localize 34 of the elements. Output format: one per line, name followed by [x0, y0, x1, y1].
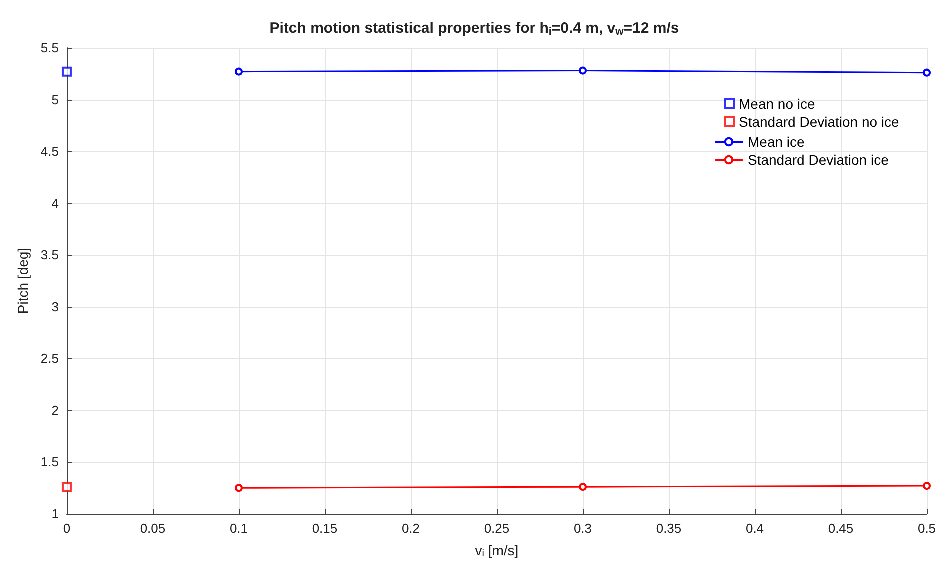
- point: [578, 483, 587, 492]
- x-tick-label: 0.25: [484, 521, 510, 536]
- y-tick-label: 5: [52, 92, 59, 108]
- legend-label: Standard Deviation ice: [748, 152, 890, 168]
- x-tick-label: 0.45: [828, 521, 854, 536]
- y-tick-label: 1.5: [40, 454, 59, 470]
- point: [234, 68, 243, 76]
- y-tick-label: 5.5: [40, 40, 59, 56]
- y-tick-label: 4.5: [40, 144, 59, 160]
- y-tick-label: 1: [52, 506, 59, 522]
- x-tick-label: 0.4: [746, 521, 764, 536]
- point: [578, 66, 587, 75]
- point: [234, 484, 243, 492]
- x-tick-label: 0.2: [402, 521, 420, 536]
- y-tick-label: 2.5: [40, 351, 59, 366]
- x-tick-label: 0.3: [574, 521, 592, 536]
- legend-label: Mean no ice: [739, 96, 816, 112]
- y-axis-title: Pitch [deg]: [15, 248, 31, 314]
- point: [62, 482, 72, 492]
- y-tick-label: 4: [52, 196, 59, 211]
- legend-label: Mean ice: [748, 134, 806, 150]
- x-tick-label: 0.5: [918, 521, 936, 536]
- legend-label: Standard Deviation no ice: [739, 114, 900, 130]
- x-tick-label: 0.15: [312, 521, 338, 536]
- point: [62, 66, 72, 77]
- point: [923, 68, 931, 77]
- x-tick-label: 0.1: [230, 521, 248, 536]
- point: [923, 482, 931, 490]
- x-tick-label: 0.05: [140, 521, 166, 536]
- x-tick-label: 0.35: [656, 521, 682, 536]
- x-tick-label: 0: [63, 521, 71, 536]
- y-tick-label: 3: [52, 299, 59, 314]
- y-tick-label: 3.5: [40, 248, 59, 263]
- y-tick-label: 2: [52, 402, 59, 418]
